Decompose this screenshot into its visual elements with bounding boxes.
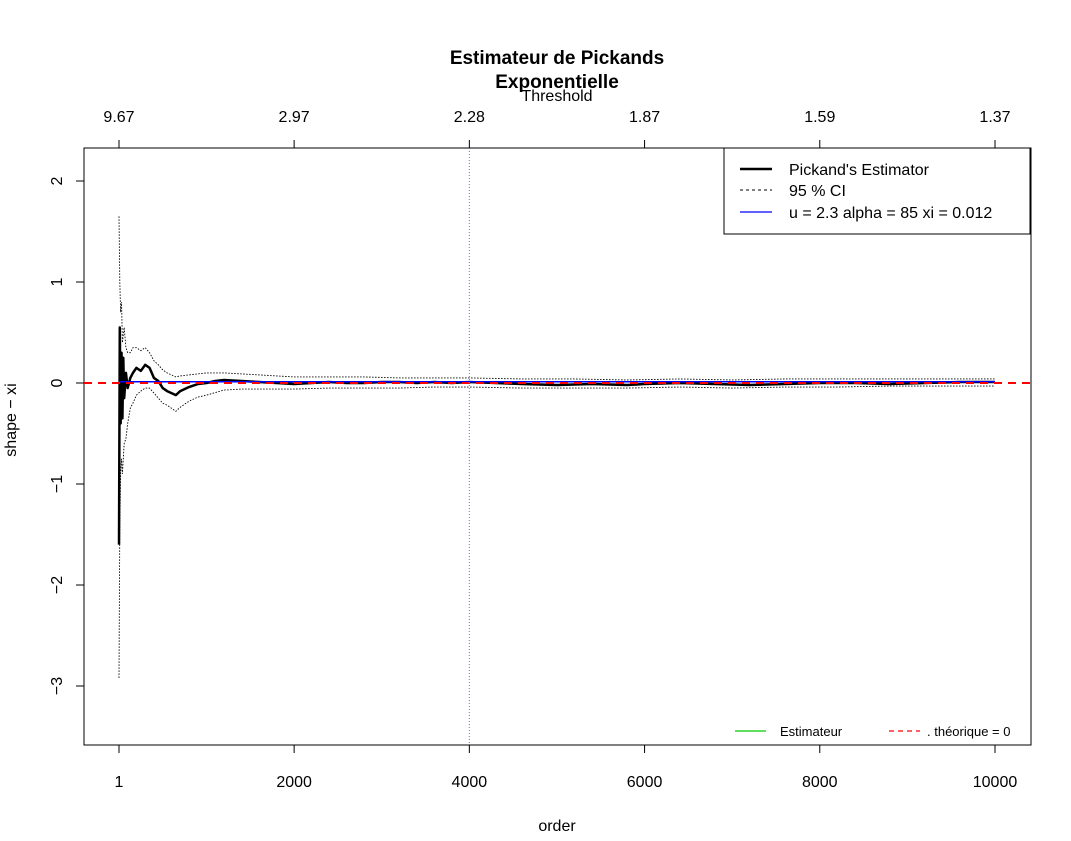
top-tick-label: 9.67 [103,109,134,126]
y-tick-label: −2 [49,576,66,594]
pickands-estimator-line [117,326,995,545]
chart-title: Estimateur de Pickands [450,48,664,69]
y-tick-label: 1 [49,277,66,286]
top-tick-label: 1.59 [804,109,835,126]
top-tick-label: 2.97 [279,109,310,126]
x-tick-label: 10000 [973,774,1018,791]
x-tick-label: 6000 [627,774,663,791]
x-axis-label: order [538,818,576,835]
x-tick-label: 2000 [276,774,312,791]
top-tick-label: 1.37 [979,109,1010,126]
y-tick-label: −1 [49,475,66,493]
legend-box [723,147,1031,235]
plot-content: 1 2000 4000 6000 8000 10000 9.67 2.97 2.28 1.87 1.… [49,109,1032,791]
top-tick-label: 1.87 [629,109,660,126]
x-tick-label: 1 [115,774,124,791]
legend-estimateur-label: Estimateur [780,724,843,739]
y-tick-label: 0 [49,378,66,387]
x-tick-label: 4000 [452,774,488,791]
plot-frame [83,147,1032,746]
legend-estimator-label: Pickand's Estimator [789,162,930,179]
chart-subtitle: Exponentielle [495,72,619,93]
x-tick-label: 8000 [802,774,838,791]
legend-u-label: u = 2.3 alpha = 85 xi = 0.012 [789,205,992,222]
y-tick-label: −3 [49,677,66,695]
top-axis-label: Threshold [521,88,592,105]
legend-theorique-label: . théorique = 0 [927,724,1010,739]
legend-bottom: Estimateur . théorique = 0 [735,724,1010,739]
legend-main: Pickand's Estimator 95 % CI u = 2.3 alph… [723,147,1031,235]
y-tick-label: 2 [49,176,66,185]
legend-ci-label: 95 % CI [789,183,846,200]
ci-upper-line [118,216,995,381]
top-tick-label: 2.28 [454,109,485,126]
y-axis-label: shape − xi [3,383,20,456]
ci-lower-line [118,385,995,678]
